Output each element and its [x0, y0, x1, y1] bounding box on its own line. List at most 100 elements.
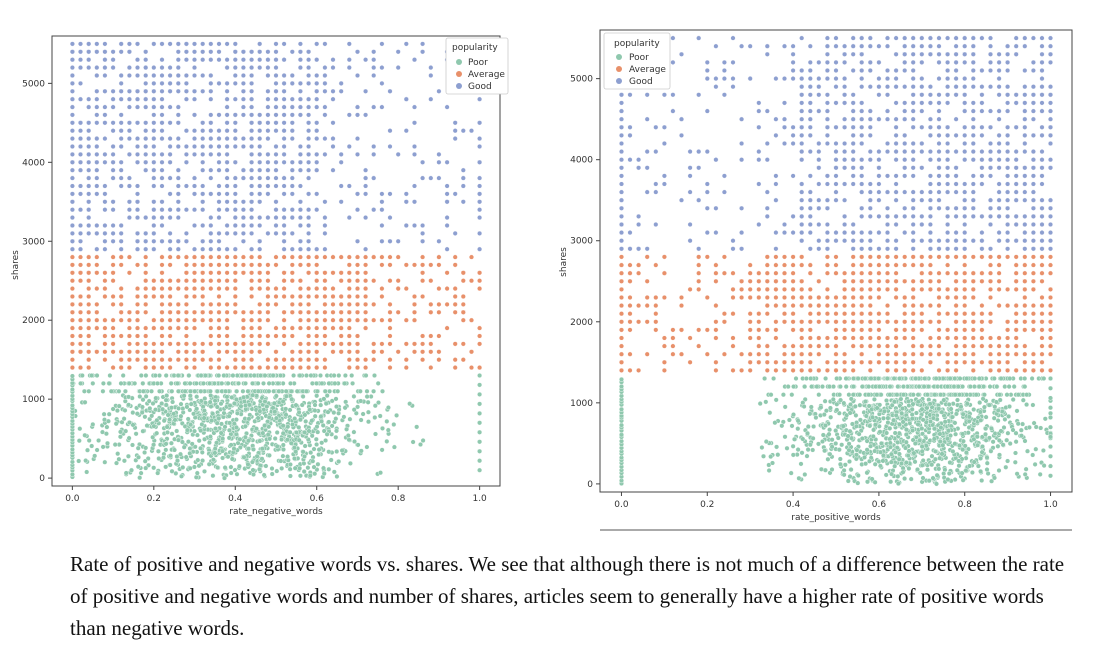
point-average: [191, 262, 197, 268]
point-poor: [303, 418, 309, 424]
point-good: [191, 88, 197, 94]
point-good: [281, 72, 287, 78]
point-poor: [836, 447, 842, 453]
point-average: [297, 301, 303, 307]
point-average: [232, 294, 238, 300]
point-good: [273, 143, 279, 149]
point-poor: [407, 401, 413, 407]
point-good: [102, 238, 108, 244]
point-poor: [883, 472, 889, 478]
point-good: [297, 104, 303, 110]
point-average: [175, 278, 181, 284]
point-good: [69, 120, 75, 126]
point-average: [216, 349, 222, 355]
point-good: [224, 183, 230, 189]
point-average: [232, 278, 238, 284]
point-average: [208, 325, 214, 331]
point-good: [134, 191, 140, 197]
point-poor: [364, 394, 370, 400]
point-poor: [198, 428, 204, 434]
point-good: [151, 175, 157, 181]
point-poor: [902, 476, 908, 482]
point-good: [232, 112, 238, 118]
point-good: [249, 143, 255, 149]
point-average: [371, 349, 377, 355]
point-poor: [394, 412, 400, 418]
points-right: [619, 35, 1053, 487]
point-poor: [336, 373, 342, 379]
point-poor: [126, 435, 132, 441]
point-poor: [202, 400, 208, 406]
point-poor: [167, 417, 173, 423]
point-good: [363, 215, 369, 221]
point-poor: [477, 410, 483, 416]
point-average: [143, 309, 149, 315]
point-poor: [287, 473, 293, 479]
point-good: [265, 230, 271, 236]
point-good: [306, 104, 312, 110]
point-good: [240, 112, 246, 118]
point-good: [249, 183, 255, 189]
point-poor: [848, 396, 854, 402]
point-good: [143, 246, 149, 252]
point-poor: [862, 399, 868, 405]
point-poor: [233, 424, 239, 430]
point-poor: [956, 458, 962, 464]
point-good: [200, 238, 206, 244]
point-poor: [318, 414, 324, 420]
point-good: [371, 207, 377, 213]
point-good: [69, 199, 75, 205]
point-average: [175, 309, 181, 315]
point-poor: [169, 468, 175, 474]
point-average: [208, 278, 214, 284]
point-average: [355, 333, 361, 339]
point-good: [216, 167, 222, 173]
point-good: [126, 175, 132, 181]
point-good: [232, 120, 238, 126]
point-good: [110, 65, 116, 71]
point-poor: [857, 392, 863, 398]
point-poor: [234, 471, 240, 477]
point-good: [94, 151, 100, 157]
point-good: [151, 72, 157, 78]
point-average: [159, 357, 165, 363]
point-poor: [118, 380, 124, 386]
point-average: [175, 349, 181, 355]
point-good: [477, 215, 483, 221]
point-good: [77, 49, 83, 55]
point-average: [265, 333, 271, 339]
point-poor: [326, 466, 332, 472]
point-average: [224, 301, 230, 307]
point-good: [306, 72, 312, 78]
point-good: [167, 151, 173, 157]
point-average: [338, 301, 344, 307]
point-poor: [257, 438, 263, 444]
point-poor: [287, 462, 293, 468]
point-good: [273, 183, 279, 189]
point-good: [371, 104, 377, 110]
point-good: [240, 65, 246, 71]
point-poor: [154, 430, 160, 436]
point-good: [118, 143, 124, 149]
point-good: [77, 207, 83, 213]
point-average: [110, 278, 116, 284]
point-good: [200, 159, 206, 165]
point-poor: [225, 454, 231, 460]
point-good: [265, 215, 271, 221]
point-average: [306, 294, 312, 300]
point-poor: [784, 445, 790, 451]
point-poor: [790, 452, 796, 458]
point-average: [200, 301, 206, 307]
point-good: [297, 65, 303, 71]
point-average: [363, 301, 369, 307]
point-poor: [846, 441, 852, 447]
point-poor: [333, 434, 339, 440]
point-poor: [477, 373, 483, 379]
point-poor: [283, 393, 289, 399]
point-average: [346, 270, 352, 276]
point-good: [452, 230, 458, 236]
point-poor: [104, 424, 110, 430]
point-poor: [325, 409, 331, 415]
point-poor: [175, 437, 181, 443]
point-good: [249, 128, 255, 134]
